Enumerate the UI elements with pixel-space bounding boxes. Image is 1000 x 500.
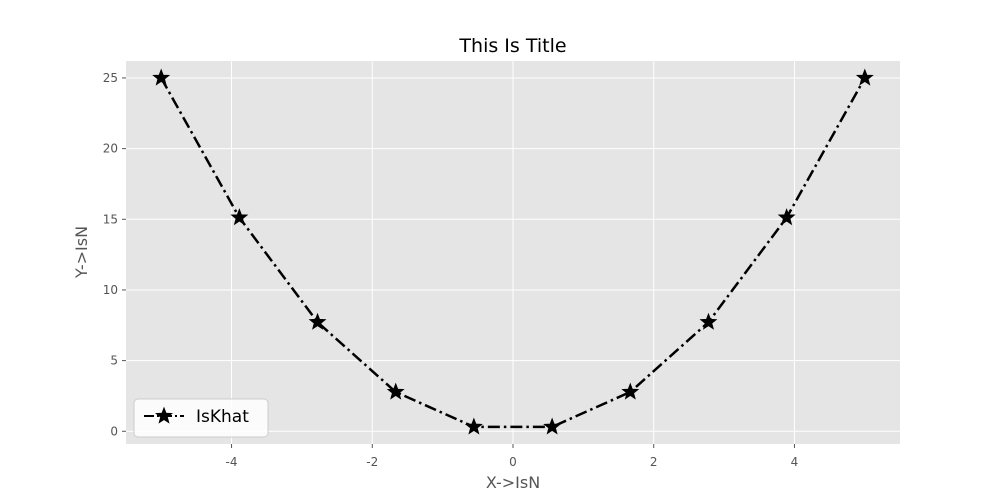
y-tick-label: 10: [103, 283, 118, 297]
data-point-star: [386, 382, 405, 400]
legend-label: IsKhat: [196, 407, 249, 427]
data-point-star: [699, 312, 718, 330]
x-tick-label: -4: [226, 455, 238, 469]
y-tick-label: 15: [103, 212, 118, 226]
y-tick-label: 20: [103, 142, 118, 156]
data-point-star: [308, 312, 327, 330]
legend: IsKhat: [133, 398, 269, 438]
x-axis-label: X->IsN: [486, 473, 540, 492]
series-line: [160, 77, 866, 429]
data-point-star: [543, 417, 562, 435]
y-tick-label: 25: [103, 71, 118, 85]
x-tick-label: 0: [509, 455, 517, 469]
legend-star-marker: [155, 406, 173, 424]
data-point-star: [777, 208, 796, 226]
x-tick-label: 2: [650, 455, 658, 469]
data-series: [152, 68, 874, 435]
data-point-star: [152, 68, 171, 86]
data-point-star: [855, 68, 874, 86]
y-tick-label: 5: [110, 354, 118, 368]
chart-title: This Is Title: [458, 35, 566, 57]
y-axis-ticks: 0 5 10 15 20 25: [103, 71, 126, 438]
y-axis-label: Y->IsN: [72, 226, 91, 279]
y-tick-label: 0: [110, 424, 118, 438]
legend-box: [133, 398, 269, 438]
x-tick-label: -2: [366, 455, 378, 469]
data-point-star: [230, 208, 249, 226]
data-point-star: [621, 382, 640, 400]
x-axis-ticks: -4 -2 0 2 4: [226, 444, 799, 469]
grid-lines: [126, 61, 900, 444]
data-point-star: [464, 417, 483, 435]
x-tick-label: 4: [791, 455, 799, 469]
